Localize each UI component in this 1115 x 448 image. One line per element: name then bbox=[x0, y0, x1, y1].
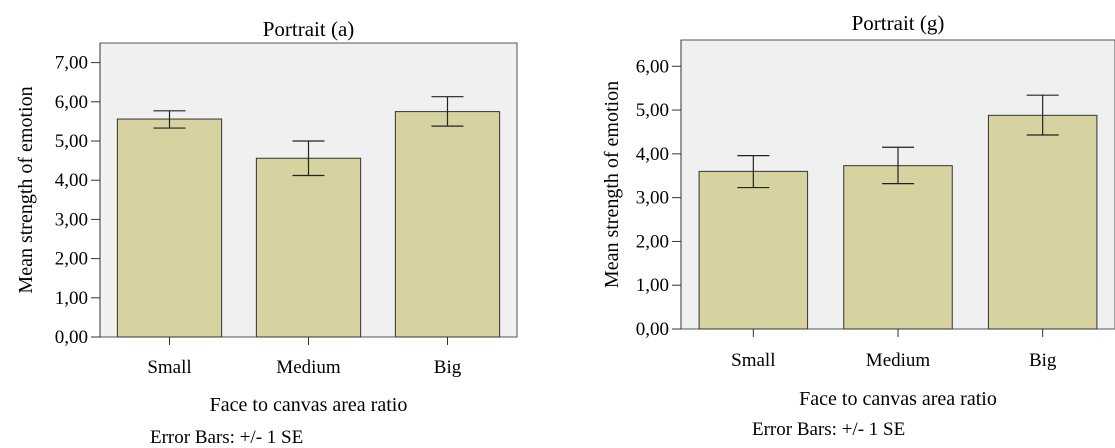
chart-title: Portrait (a) bbox=[263, 17, 355, 41]
y-axis-label: Mean strength of emotion bbox=[15, 86, 37, 293]
bar-small bbox=[698, 170, 809, 330]
y-tick-label: 0,00 bbox=[55, 327, 88, 348]
y-tick-label: 5,00 bbox=[636, 100, 669, 121]
error-bars-note: Error Bars: +/- 1 SE bbox=[150, 427, 303, 448]
y-tick-label: 3,00 bbox=[636, 188, 669, 209]
y-tick-label: 4,00 bbox=[636, 144, 669, 165]
y-tick-label: 6,00 bbox=[55, 92, 88, 113]
y-tick-label: 4,00 bbox=[55, 170, 88, 191]
y-tick-label: 2,00 bbox=[55, 249, 88, 270]
x-tick-label: Medium bbox=[276, 357, 341, 378]
bar-small bbox=[116, 118, 223, 338]
y-tick-label: 2,00 bbox=[636, 231, 669, 252]
chart-portrait-g: 0,00 1,00 2,00 3,00 4,00 5,00 6,00 Small Medium B… bbox=[601, 11, 1115, 440]
x-tick-label: Medium bbox=[866, 350, 931, 371]
chart-title: Portrait (g) bbox=[852, 11, 945, 35]
bar-big bbox=[987, 114, 1098, 330]
y-tick-label: 5,00 bbox=[55, 131, 88, 152]
x-tick-label: Small bbox=[147, 357, 191, 378]
y-tick-label: 1,00 bbox=[55, 288, 88, 309]
bar-big bbox=[394, 111, 501, 338]
bar-medium bbox=[255, 157, 362, 338]
error-bars-note: Error Bars: +/- 1 SE bbox=[752, 419, 905, 440]
x-tick-label: Big bbox=[1029, 350, 1057, 371]
y-tick-label: 6,00 bbox=[636, 56, 669, 77]
x-axis-label: Face to canvas area ratio bbox=[210, 394, 408, 416]
y-tick-label: 3,00 bbox=[55, 209, 88, 230]
y-tick-label: 7,00 bbox=[55, 53, 88, 74]
x-tick-label: Big bbox=[434, 357, 462, 378]
y-axis-label: Mean strength of emotion bbox=[601, 81, 623, 288]
y-tick-label: 0,00 bbox=[636, 319, 669, 340]
x-tick-label: Small bbox=[731, 350, 775, 371]
chart-portrait-a: 0,00 1,00 2,00 3,00 4,00 5,00 6,00 7,00 Small Med… bbox=[15, 17, 518, 448]
x-axis-label: Face to canvas area ratio bbox=[799, 388, 997, 410]
y-tick-label: 1,00 bbox=[636, 275, 669, 296]
bar-medium bbox=[843, 165, 953, 330]
